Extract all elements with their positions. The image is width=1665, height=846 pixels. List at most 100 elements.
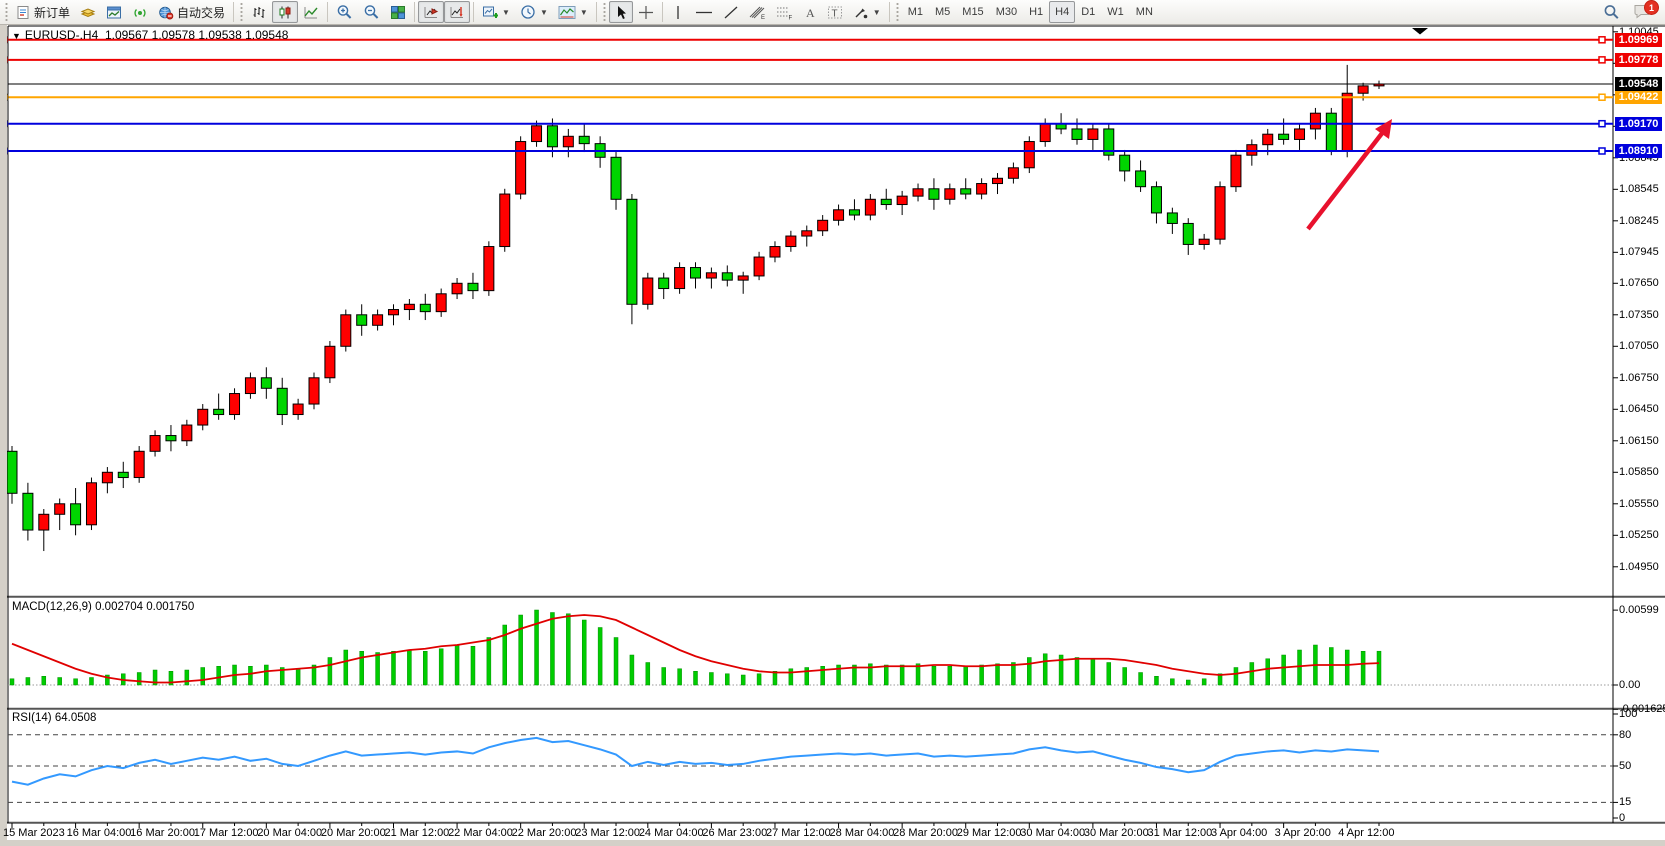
- price-tick-label: 1.07650: [1619, 277, 1659, 290]
- fibonacci-tool-button[interactable]: F: [771, 1, 798, 23]
- trendline-icon: [724, 6, 738, 18]
- time-tick-label: 3 Apr 04:00: [1211, 827, 1268, 839]
- bull-candle: [340, 314, 352, 347]
- symbol-dropdown-icon[interactable]: ▼: [12, 31, 21, 41]
- macd-histogram-bar: [1281, 654, 1286, 686]
- toolbar-grip: [239, 3, 245, 21]
- timeframe-m5-button[interactable]: M5: [935, 6, 951, 18]
- channel-tool-button[interactable]: E: [744, 1, 771, 23]
- text-a-icon: A: [806, 6, 815, 20]
- toolbar-separator: [327, 2, 329, 22]
- rsi-tick-label: 0: [1619, 812, 1626, 824]
- annotation-arrow-head[interactable]: [1375, 119, 1392, 139]
- time-tick-label: 23 Mar 12:00: [575, 827, 641, 839]
- price-tick-label: 1.07050: [1619, 340, 1659, 353]
- bull-candle: [1309, 112, 1321, 130]
- macd-histogram-bar: [1297, 649, 1302, 686]
- zoom-in-button[interactable]: [331, 1, 358, 23]
- chart-shift-button[interactable]: [444, 1, 471, 23]
- timeframe-h4-button[interactable]: H4: [1049, 1, 1076, 23]
- bull-candle: [769, 246, 781, 258]
- bear-candle: [928, 188, 940, 200]
- bull-candle: [912, 188, 924, 197]
- timeframe-h1-button[interactable]: H1: [1029, 6, 1044, 18]
- macd-histogram-bar: [1011, 662, 1016, 686]
- horizontal-line-tool-button[interactable]: [690, 1, 718, 23]
- macd-histogram-bar: [1344, 649, 1350, 686]
- hline-handle-right[interactable]: [1598, 56, 1606, 64]
- macd-histogram-bar: [883, 664, 889, 686]
- zoom-out-icon: [364, 5, 379, 19]
- vertical-line-tool-button[interactable]: [666, 1, 690, 23]
- macd-histogram-bar: [1122, 667, 1127, 686]
- timeframe-m15-button[interactable]: M15: [962, 6, 984, 18]
- bear-candle: [610, 156, 622, 200]
- hline-handle-right[interactable]: [1598, 93, 1606, 101]
- bull-candle: [372, 314, 384, 326]
- time-tick-label: 26 Mar 23:00: [702, 827, 768, 839]
- templates-button[interactable]: ▼: [553, 1, 593, 23]
- auto-scroll-icon: [424, 6, 439, 18]
- chart-shift-marker[interactable]: [1412, 28, 1428, 35]
- chart-window[interactable]: ▼ EURUSD-.H4 1.09567 1.09578 1.09538 1.09…: [0, 25, 1665, 846]
- bear-candle: [1166, 212, 1178, 224]
- timeframe-m30-button[interactable]: M30: [995, 6, 1018, 18]
- macd-histogram-bar: [152, 669, 158, 686]
- macd-histogram-bar: [454, 644, 460, 686]
- chart-window-button[interactable]: [101, 1, 127, 23]
- crosshair-tool-button[interactable]: [633, 1, 659, 23]
- trendline-tool-button[interactable]: [718, 1, 744, 23]
- search-icon: [1604, 5, 1619, 19]
- new-order-button[interactable]: 新订单: [11, 1, 75, 23]
- dropdown-caret: ▼: [502, 7, 510, 17]
- current-price-badge: 1.09548: [1615, 77, 1662, 91]
- zoom-out-button[interactable]: [358, 1, 385, 23]
- price-tick-label: 1.06750: [1619, 371, 1659, 384]
- bull-candle: [435, 293, 447, 313]
- hline-handle-right[interactable]: [1598, 36, 1606, 44]
- periods-button[interactable]: ▼: [515, 1, 553, 23]
- timeframe-m1-button[interactable]: M1: [907, 6, 923, 18]
- macd-histogram-bar: [311, 664, 317, 686]
- market-watch-button[interactable]: [75, 1, 101, 23]
- bull-candle: [403, 303, 415, 311]
- annotation-arrow-shaft[interactable]: [1306, 130, 1385, 231]
- notifications-button[interactable]: 1: [1633, 0, 1659, 22]
- timeframe-d1-button[interactable]: D1: [1081, 6, 1096, 18]
- hline-handle-right[interactable]: [1598, 119, 1606, 128]
- rsi-tick-label: 100: [1619, 708, 1638, 720]
- hline-handle-right[interactable]: [1598, 147, 1606, 155]
- macd-histogram-bar: [327, 657, 333, 686]
- auto-scroll-button[interactable]: [418, 1, 445, 23]
- timeframe-w1-button[interactable]: W1: [1107, 6, 1124, 18]
- fibonacci-icon: F: [776, 7, 792, 20]
- candle-chart-mode-button[interactable]: [272, 1, 299, 23]
- auto-trading-button[interactable]: 自动交易: [153, 1, 230, 23]
- chart-canvas[interactable]: [0, 25, 1665, 846]
- timeframe-mn-button[interactable]: MN: [1135, 6, 1153, 18]
- bull-candle: [531, 125, 543, 143]
- macd-histogram-bar: [1201, 678, 1207, 686]
- cursor-tool-button[interactable]: [608, 1, 633, 23]
- bull-candle: [181, 424, 193, 442]
- bull-candle: [1198, 238, 1210, 245]
- macd-histogram-bar: [391, 651, 396, 686]
- macd-histogram-bar: [550, 612, 555, 686]
- svg-text:F: F: [788, 15, 792, 20]
- add-indicator-button[interactable]: ▼: [477, 1, 515, 23]
- bull-candle: [864, 198, 876, 216]
- signals-button[interactable]: [127, 1, 153, 23]
- bear-candle: [117, 471, 129, 479]
- search-button[interactable]: [1598, 1, 1625, 23]
- tile-windows-button[interactable]: [385, 1, 411, 23]
- macd-histogram-bar: [1249, 662, 1255, 686]
- bear-candle: [22, 492, 34, 531]
- text-tool-button[interactable]: A: [798, 1, 822, 23]
- arrows-tool-button[interactable]: ▼: [848, 1, 886, 23]
- line-chart-mode-button[interactable]: [298, 1, 324, 23]
- label-tool-button[interactable]: T: [822, 1, 848, 23]
- macd-histogram-bar: [470, 646, 476, 686]
- macd-histogram-bar: [1090, 658, 1096, 686]
- bar-chart-mode-button[interactable]: [246, 1, 272, 23]
- macd-histogram-bar: [852, 664, 857, 686]
